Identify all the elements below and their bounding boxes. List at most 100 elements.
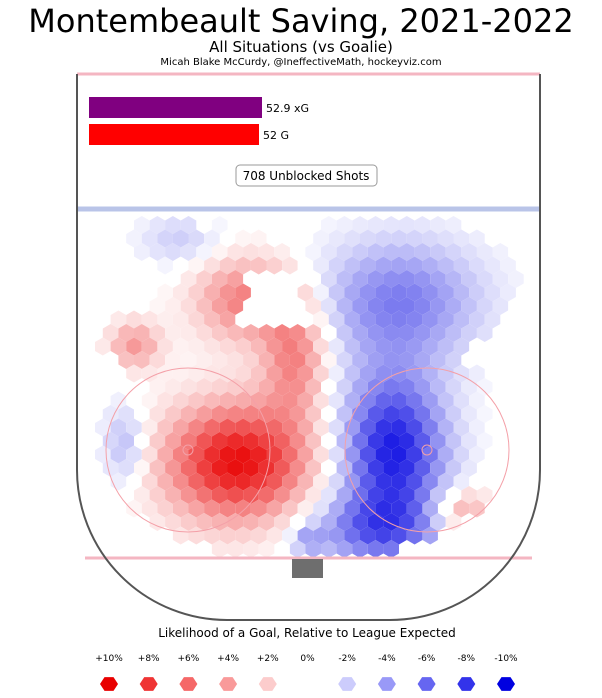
hex-cell: [266, 418, 283, 437]
hex-cell: [196, 459, 212, 477]
hex-cell: [204, 283, 220, 302]
hex-cell: [227, 486, 244, 504]
hex-cell: [172, 499, 189, 518]
hex-cell: [422, 283, 438, 302]
hex-cell: [165, 405, 181, 423]
goal-net: [292, 559, 323, 578]
legend-label: +10%: [95, 654, 123, 664]
hex-cell: [227, 378, 244, 396]
hex-cell: [375, 310, 392, 329]
hex-cell: [476, 405, 493, 423]
hex-cell: [344, 229, 360, 248]
hex-cell: [461, 432, 477, 450]
rink-boards: [76, 74, 541, 621]
hex-cell: [360, 256, 376, 275]
hex-cell: [188, 445, 205, 464]
hex-cell: [399, 513, 415, 531]
hex-cell: [336, 432, 353, 450]
hex-cell: [360, 337, 376, 356]
hex-cell: [445, 378, 462, 396]
hex-cell: [461, 405, 477, 423]
hex-cell: [328, 364, 345, 383]
left-faceoff-circle: [105, 367, 271, 533]
hex-cell: [391, 256, 407, 275]
hex-cell: [383, 459, 399, 477]
hex-cell: [313, 472, 329, 491]
hex-cell: [157, 499, 173, 518]
hex-cell: [453, 472, 470, 491]
hex-cell: [414, 297, 431, 315]
hex-cell: [266, 499, 283, 518]
hex-cell: [305, 351, 321, 369]
legend-swatch: [417, 677, 436, 691]
hex-cell: [461, 243, 477, 261]
hex-cell: [126, 310, 142, 329]
hex-cell: [227, 405, 244, 423]
hex-cell: [500, 283, 516, 302]
hex-cell: [172, 310, 189, 329]
hex-cell: [282, 418, 298, 437]
chart-title: Montembeault Saving, 2021-2022: [28, 2, 574, 40]
hex-cell: [149, 324, 166, 342]
hex-cell: [102, 324, 119, 342]
hex-cell: [126, 499, 142, 518]
hex-cell: [188, 229, 205, 248]
hex-cell: [476, 324, 493, 342]
legend-swatch: [377, 677, 396, 691]
hex-cell: [422, 256, 438, 275]
hex-cell: [344, 499, 360, 518]
hex-cell: [399, 216, 415, 234]
hex-cell: [211, 243, 228, 261]
legend-label: +4%: [217, 654, 239, 664]
hex-cell: [406, 499, 423, 518]
goals-label: 52 G: [263, 129, 289, 142]
hex-cell: [250, 337, 267, 356]
hex-cell: [492, 297, 509, 315]
hex-cell: [165, 486, 181, 504]
hex-cell: [118, 432, 134, 450]
hex-cell: [211, 297, 228, 315]
hex-cell: [445, 351, 462, 369]
hex-cell: [344, 364, 360, 383]
hex-cell: [375, 418, 392, 437]
left-faceoff-dot: [182, 444, 194, 456]
shots-box: [235, 164, 378, 187]
hex-cell: [469, 391, 485, 410]
hex-cell: [375, 526, 392, 545]
hex-cell: [134, 459, 150, 477]
hex-cell: [422, 337, 438, 356]
hex-cell: [282, 364, 298, 383]
hex-cell: [180, 405, 197, 423]
hex-cell: [149, 351, 166, 369]
hex-cell: [235, 418, 251, 437]
hex-cell: [243, 486, 259, 504]
hex-cell: [126, 337, 142, 356]
hex-cell: [453, 310, 470, 329]
hex-cell: [172, 445, 189, 464]
hex-cell: [204, 418, 220, 437]
hex-cell: [157, 391, 173, 410]
hex-cell: [422, 364, 438, 383]
legend-label: +8%: [138, 654, 160, 664]
hex-cell: [243, 513, 259, 531]
hex-cell: [367, 486, 384, 504]
hex-cell: [204, 364, 220, 383]
hex-cell: [211, 351, 228, 369]
shots-count: 708 Unblocked Shots: [243, 169, 370, 183]
hex-cell: [235, 364, 251, 383]
hex-cell: [196, 270, 212, 288]
hex-cell: [157, 283, 173, 302]
hex-cell: [383, 297, 399, 315]
hex-cell: [165, 351, 181, 369]
hex-cell: [336, 270, 353, 288]
hex-cell: [204, 526, 220, 545]
hex-cell: [172, 418, 189, 437]
hex-cell: [352, 243, 368, 261]
hex-cell: [360, 472, 376, 491]
hex-cell: [297, 499, 314, 518]
hex-cell: [383, 486, 399, 504]
hex-cell: [367, 324, 384, 342]
hex-cell: [406, 418, 423, 437]
hex-cell: [211, 378, 228, 396]
hex-cell: [227, 243, 244, 261]
